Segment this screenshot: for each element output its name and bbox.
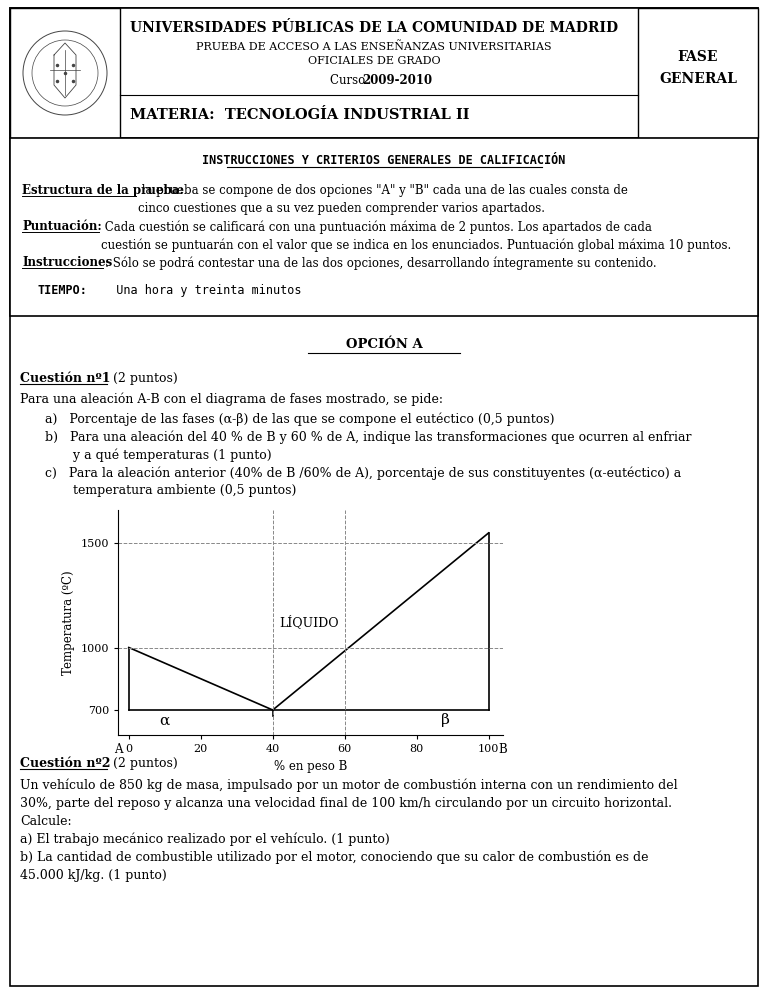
Text: OFICIALES DE GRADO: OFICIALES DE GRADO — [308, 56, 440, 66]
Text: (2 puntos): (2 puntos) — [109, 372, 177, 385]
Text: la prueba se compone de dos opciones "A" y "B" cada una de las cuales consta de
: la prueba se compone de dos opciones "A"… — [138, 184, 628, 215]
Text: OPCIÓN A: OPCIÓN A — [346, 339, 422, 352]
Text: c)   Para la aleación anterior (40% de B /60% de A), porcentaje de sus constituy: c) Para la aleación anterior (40% de B /… — [45, 466, 681, 479]
Text: temperatura ambiente (0,5 puntos): temperatura ambiente (0,5 puntos) — [45, 484, 296, 497]
Text: MATERIA:  TECNOLOGÍA INDUSTRIAL II: MATERIA: TECNOLOGÍA INDUSTRIAL II — [130, 108, 469, 122]
Text: Un vehículo de 850 kg de masa, impulsado por un motor de combustión interna con : Un vehículo de 850 kg de masa, impulsado… — [20, 779, 677, 792]
Bar — [10, 8, 120, 138]
Text: : Sólo se podrá contestar una de las dos opciones, desarrollando íntegramente su: : Sólo se podrá contestar una de las dos… — [105, 256, 657, 269]
Text: A: A — [114, 744, 122, 756]
Text: 2009-2010: 2009-2010 — [362, 74, 432, 86]
Text: a) El trabajo mecánico realizado por el vehículo. (1 punto): a) El trabajo mecánico realizado por el … — [20, 833, 389, 847]
Text: y a qué temperaturas (1 punto): y a qué temperaturas (1 punto) — [45, 448, 272, 461]
Text: 30%, parte del reposo y alcanza una velocidad final de 100 km/h circulando por u: 30%, parte del reposo y alcanza una velo… — [20, 797, 672, 810]
Text: Una hora y treinta minutos: Una hora y treinta minutos — [102, 284, 302, 297]
X-axis label: % en peso B: % en peso B — [274, 759, 347, 772]
Text: PRUEBA DE ACCESO A LAS ENSEÑANZAS UNIVERSITARIAS: PRUEBA DE ACCESO A LAS ENSEÑANZAS UNIVER… — [196, 42, 552, 53]
Text: b) La cantidad de combustible utilizado por el motor, conociendo que su calor de: b) La cantidad de combustible utilizado … — [20, 851, 648, 865]
Text: (2 puntos): (2 puntos) — [109, 757, 177, 770]
Text: b)   Para una aleación del 40 % de B y 60 % de A, indique las transformaciones q: b) Para una aleación del 40 % de B y 60 … — [45, 430, 691, 443]
Text: B: B — [498, 744, 508, 756]
Text: UNIVERSIDADES PÚBLICAS DE LA COMUNIDAD DE MADRID: UNIVERSIDADES PÚBLICAS DE LA COMUNIDAD D… — [130, 21, 618, 35]
Text: Cuestión nº1: Cuestión nº1 — [20, 372, 111, 385]
Text: Curso: Curso — [330, 74, 369, 86]
Text: Para una aleación A-B con el diagrama de fases mostrado, se pide:: Para una aleación A-B con el diagrama de… — [20, 392, 443, 406]
Y-axis label: Temperatura (ºC): Temperatura (ºC) — [62, 571, 75, 675]
Text: β: β — [441, 714, 450, 728]
Text: Puntuación:: Puntuación: — [22, 220, 101, 233]
Text: Cada cuestión se calificará con una puntuación máxima de 2 puntos. Los apartados: Cada cuestión se calificará con una punt… — [101, 220, 731, 252]
Text: Cuestión nº2: Cuestión nº2 — [20, 757, 111, 770]
Text: TIEMPO:: TIEMPO: — [37, 284, 87, 297]
Text: α: α — [160, 714, 170, 728]
Text: 45.000 kJ/kg. (1 punto): 45.000 kJ/kg. (1 punto) — [20, 869, 167, 882]
Bar — [10, 8, 758, 138]
Text: Estructura de la prueba:: Estructura de la prueba: — [22, 184, 184, 197]
Text: INSTRUCCIONES Y CRITERIOS GENERALES DE CALIFICACIÓN: INSTRUCCIONES Y CRITERIOS GENERALES DE C… — [202, 153, 566, 167]
Text: LÍQUIDO: LÍQUIDO — [279, 615, 339, 629]
Bar — [10, 138, 758, 316]
Text: Calcule:: Calcule: — [20, 815, 71, 828]
Bar — [638, 8, 758, 138]
Text: Instrucciones: Instrucciones — [22, 256, 112, 269]
Text: a)   Porcentaje de las fases (α-β) de las que se compone el eutéctico (0,5 punto: a) Porcentaje de las fases (α-β) de las … — [45, 412, 554, 425]
Text: FASE
GENERAL: FASE GENERAL — [659, 50, 737, 86]
